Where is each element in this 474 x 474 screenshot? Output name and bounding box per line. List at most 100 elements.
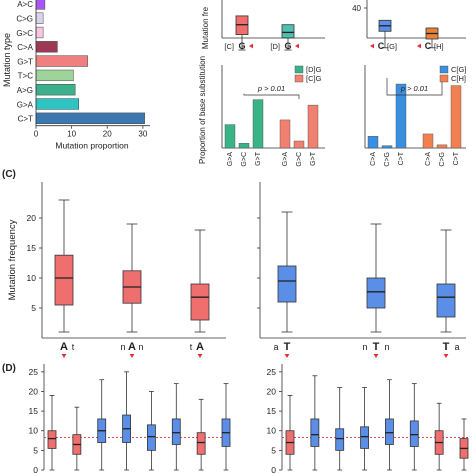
sub-g-bar-4 bbox=[279, 119, 291, 149]
d-right-box-5 bbox=[385, 379, 394, 471]
d-right-y-tick-label: 0 bbox=[271, 465, 276, 474]
c-ctx-box-1 bbox=[378, 19, 392, 49]
sub-g-legend-swatch bbox=[294, 65, 304, 74]
d-left-box-6 bbox=[171, 383, 181, 471]
mut-type-label: C>G bbox=[16, 14, 33, 23]
c-ctx-arrow-marker bbox=[417, 43, 421, 49]
d-right-y-tick-label: 5 bbox=[271, 445, 276, 455]
g-ctx-base-label: G bbox=[238, 41, 245, 51]
d-left-y-tick-label: 15 bbox=[29, 406, 39, 416]
sub-g-x-tick-label: G>A bbox=[227, 152, 234, 167]
box-iqr bbox=[335, 428, 345, 451]
box-iqr bbox=[310, 418, 320, 447]
d-left-box-1 bbox=[47, 395, 57, 471]
box-iqr bbox=[190, 283, 210, 321]
g-ctx-arrow-marker bbox=[295, 43, 299, 49]
d-right-box-6 bbox=[409, 383, 419, 471]
d-right-y-tick-label: 25 bbox=[267, 367, 277, 377]
d-left-box-7 bbox=[196, 398, 206, 471]
mut-type-label: A>C bbox=[17, 0, 33, 9]
sub-g-x-tick-label: G>C bbox=[296, 152, 303, 167]
d-left-box-8 bbox=[221, 383, 231, 471]
c-right-center-base: T bbox=[443, 341, 450, 353]
sub-g-legend-swatch bbox=[294, 74, 304, 83]
c-right-flank-label: n bbox=[384, 342, 389, 352]
d-left-y-tick-label: 5 bbox=[33, 445, 38, 455]
c-left-box-2 bbox=[122, 223, 142, 333]
mut-type-bar-GtoC bbox=[35, 26, 44, 39]
mut-type-label: C>T bbox=[18, 115, 33, 124]
sub-c-legend-swatch bbox=[439, 74, 449, 83]
d-left-box-2 bbox=[72, 406, 82, 471]
sub-c-p-value: p > 0.01 bbox=[400, 84, 428, 93]
d-right-y-tick-label: 20 bbox=[267, 386, 277, 396]
c-ctx-context-label: [G] bbox=[387, 42, 397, 51]
d-right-box-7 bbox=[434, 402, 444, 471]
mut-type-label: T>C bbox=[18, 72, 34, 81]
sub-c-x-tick-label: C>A bbox=[425, 152, 432, 166]
d-left-y-tick-label: 25 bbox=[29, 367, 39, 377]
box-iqr bbox=[171, 418, 181, 445]
c-left-center-base: A bbox=[128, 341, 136, 353]
mut-type-x-tick-label: 10 bbox=[67, 130, 76, 139]
c-left-flank-label: t bbox=[72, 342, 75, 352]
c-left-y-tick-label: 5 bbox=[31, 303, 36, 313]
d-right-box-2 bbox=[310, 375, 320, 471]
sub-c-x-tick-label: C>A bbox=[370, 152, 377, 166]
box-iqr bbox=[54, 254, 74, 306]
sub-c-x-tick-label: C>G bbox=[439, 152, 446, 167]
mut-type-x-tick-label: 0 bbox=[34, 130, 39, 139]
mut-type-label: A>G bbox=[17, 86, 33, 95]
mut-type-bar-AtoG bbox=[35, 84, 76, 96]
sub-c-bar-6 bbox=[450, 85, 462, 149]
c-left-arrow-marker bbox=[61, 354, 67, 358]
mut-type-bar-TtoC bbox=[35, 69, 74, 82]
sub-c-legend-swatch bbox=[439, 65, 449, 74]
c-right-center-base: T bbox=[373, 341, 380, 353]
mut-type-bar-CtoA bbox=[35, 41, 58, 53]
g-ctx-box-2 bbox=[281, 24, 295, 51]
sub-g-y-axis-label: Proportion of base substitution bbox=[198, 56, 207, 164]
d-right-box-8 bbox=[459, 418, 469, 471]
d-left-box-5 bbox=[147, 391, 156, 471]
sub-g-p-value: p > 0.01 bbox=[257, 84, 285, 93]
mut-type-label: G>C bbox=[16, 29, 33, 38]
sub-c-x-tick-label: C>T bbox=[398, 151, 405, 165]
mut-type-bar-CtoG bbox=[35, 12, 44, 24]
c-right-center-base: T bbox=[284, 341, 291, 353]
sub-c-x-tick-label: C>T bbox=[453, 151, 460, 165]
sub-g-x-tick-label: G>T bbox=[255, 151, 262, 166]
sub-g-bar-1 bbox=[224, 124, 236, 149]
d-left-y-tick-label: 10 bbox=[29, 426, 39, 436]
g-ctx-base-label: G bbox=[284, 41, 291, 51]
g-ctx-arrow-marker bbox=[249, 43, 253, 49]
c-right-flank-label: a bbox=[273, 342, 278, 352]
panel-label-c: (C) bbox=[2, 169, 16, 180]
c-left-center-base: A bbox=[196, 341, 204, 353]
sub-c-legend-label: C[H] bbox=[451, 74, 466, 83]
c-right-box-2 bbox=[366, 223, 386, 333]
c-left-arrow-marker bbox=[129, 354, 135, 358]
mut-type-label: C>A bbox=[17, 43, 33, 52]
g-ctx-box-1 bbox=[235, 15, 249, 51]
mut-type-x-tick-label: 20 bbox=[103, 130, 112, 139]
mut-type-bar-GtoT bbox=[35, 55, 88, 67]
c-left-flank-label: n bbox=[120, 342, 125, 352]
d-right-y-tick-label: 10 bbox=[267, 426, 277, 436]
c-right-flank-label: a bbox=[454, 342, 459, 352]
box-iqr bbox=[385, 418, 394, 445]
mut-type-x-axis-label: Mutation proportion bbox=[55, 141, 129, 151]
c-left-arrow-marker bbox=[197, 354, 203, 358]
c-left-flank-label: t bbox=[190, 342, 193, 352]
sub-c-legend-label: C[G] bbox=[451, 65, 466, 74]
sub-g-bar-3 bbox=[252, 99, 264, 149]
mut-type-bar-AtoC bbox=[35, 0, 46, 10]
sub-g-legend-label: [D]G bbox=[306, 65, 322, 74]
sub-c-bar-5 bbox=[436, 144, 448, 149]
c-ctx-arrow-marker bbox=[370, 43, 374, 49]
sub-c-x-tick-label: C>G bbox=[384, 152, 391, 167]
d-right-box-1 bbox=[285, 395, 295, 471]
c-left-center-base: A bbox=[60, 341, 68, 353]
mut-type-y-axis-label: Mutation type bbox=[2, 33, 12, 87]
